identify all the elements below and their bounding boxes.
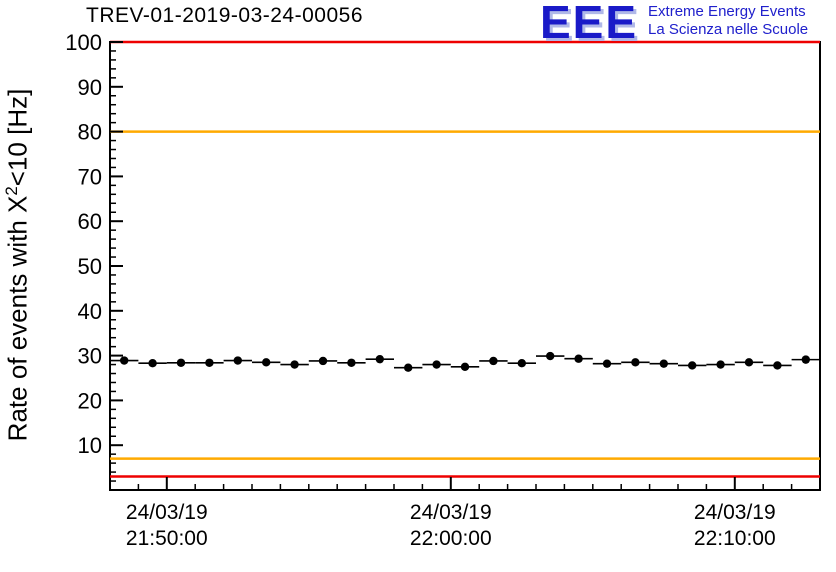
svg-text:24/03/19: 24/03/19	[694, 501, 776, 524]
svg-text:100: 100	[65, 30, 102, 55]
y-axis-title-suffix: <10 [Hz]	[2, 88, 33, 187]
svg-text:50: 50	[78, 254, 102, 279]
svg-text:40: 40	[78, 299, 102, 324]
y-axis-title-sup: 2	[2, 186, 21, 196]
svg-text:70: 70	[78, 164, 102, 189]
eee-logo-letters: EEE	[540, 0, 639, 48]
svg-text:22:00:00: 22:00:00	[410, 527, 492, 550]
logo-line2: La Scienza nelle Scuole	[648, 21, 809, 38]
svg-text:30: 30	[78, 344, 102, 369]
svg-text:10: 10	[78, 433, 102, 458]
y-axis-title: Rate of events with X2<10 [Hz]	[2, 40, 36, 490]
svg-text:90: 90	[78, 75, 102, 100]
svg-text:24/03/19: 24/03/19	[126, 501, 208, 524]
svg-text:20: 20	[78, 388, 102, 413]
eee-logo: EEE Extreme Energy Events La Scienza nel…	[540, 0, 808, 48]
logo-line1: Extreme Energy Events	[648, 3, 806, 20]
chart-title: TREV-01-2019-03-24-00056	[86, 4, 364, 27]
svg-text:80: 80	[78, 120, 102, 145]
svg-text:60: 60	[78, 209, 102, 234]
svg-text:24/03/19: 24/03/19	[410, 501, 492, 524]
svg-text:21:50:00: 21:50:00	[126, 527, 208, 550]
svg-text:22:10:00: 22:10:00	[694, 527, 776, 550]
y-axis-title-prefix: Rate of events with X	[2, 195, 33, 442]
eee-logo-text: Extreme Energy Events La Scienza nelle S…	[648, 3, 808, 39]
